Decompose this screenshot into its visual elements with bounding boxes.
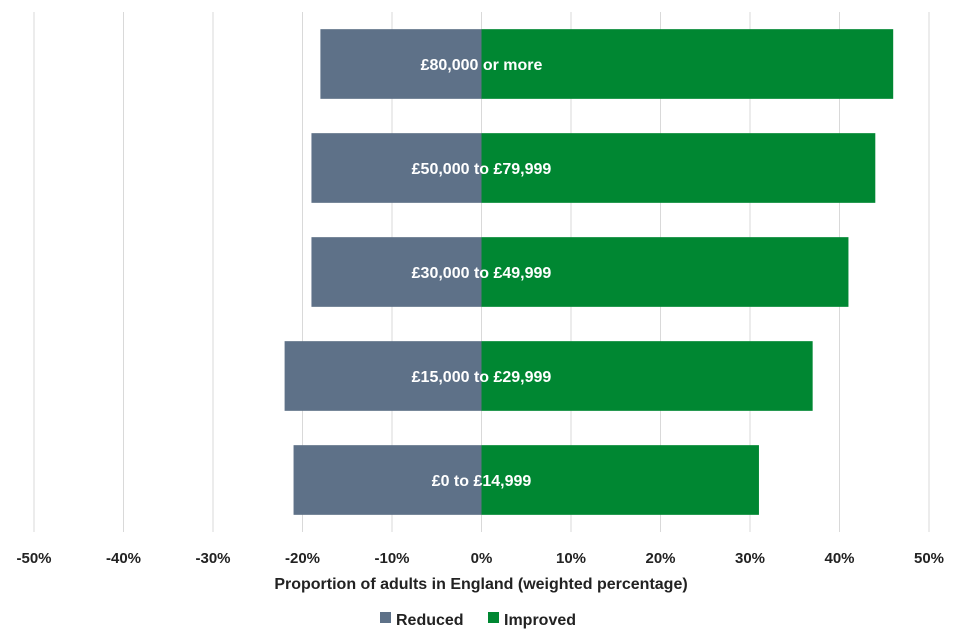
legend-label-reduced: Reduced (396, 612, 464, 629)
x-tick-label: 50% (914, 550, 944, 567)
bar-reduced-0 (320, 29, 482, 99)
bar-improved-3 (481, 341, 813, 411)
x-tick-label: 40% (824, 550, 854, 567)
x-tick-label: -30% (195, 550, 230, 567)
x-tick-label: -10% (374, 550, 409, 567)
x-tick-label: 10% (556, 550, 586, 567)
bar-reduced-2 (311, 237, 482, 307)
bar-reduced-3 (284, 341, 482, 411)
x-tick-label: 0% (471, 550, 493, 567)
category-labels: £80,000 or more £50,000 to £79,999 £30,000… (412, 57, 552, 490)
bar-improved-0 (481, 29, 894, 99)
bar-improved-1 (481, 133, 876, 203)
bar-improved-2 (481, 237, 849, 307)
legend-label-improved: Improved (504, 612, 576, 629)
legend-swatch-reduced (380, 612, 391, 623)
x-axis-title: Proportion of adults in England (weighte… (274, 576, 687, 593)
x-tick-label: -40% (106, 550, 141, 567)
x-tick-label: -20% (285, 550, 320, 567)
x-axis-ticks: -50% -40% -30% -20% -10% 0% 10% 20% 30% 40% 50% (16, 550, 944, 567)
category-label: £50,000 to £79,999 (412, 161, 552, 178)
legend: Reduced Improved (380, 612, 576, 629)
category-label: £15,000 to £29,999 (412, 369, 552, 386)
bars (284, 29, 894, 515)
category-label: £30,000 to £49,999 (412, 265, 552, 282)
x-tick-label: 30% (735, 550, 765, 567)
bar-reduced-1 (311, 133, 482, 203)
x-tick-label: 20% (645, 550, 675, 567)
category-label: £80,000 or more (421, 57, 543, 74)
bar-reduced-4 (293, 445, 482, 515)
legend-swatch-improved (488, 612, 499, 623)
x-tick-label: -50% (16, 550, 51, 567)
bar-improved-4 (481, 445, 759, 515)
category-label: £0 to £14,999 (432, 473, 532, 490)
